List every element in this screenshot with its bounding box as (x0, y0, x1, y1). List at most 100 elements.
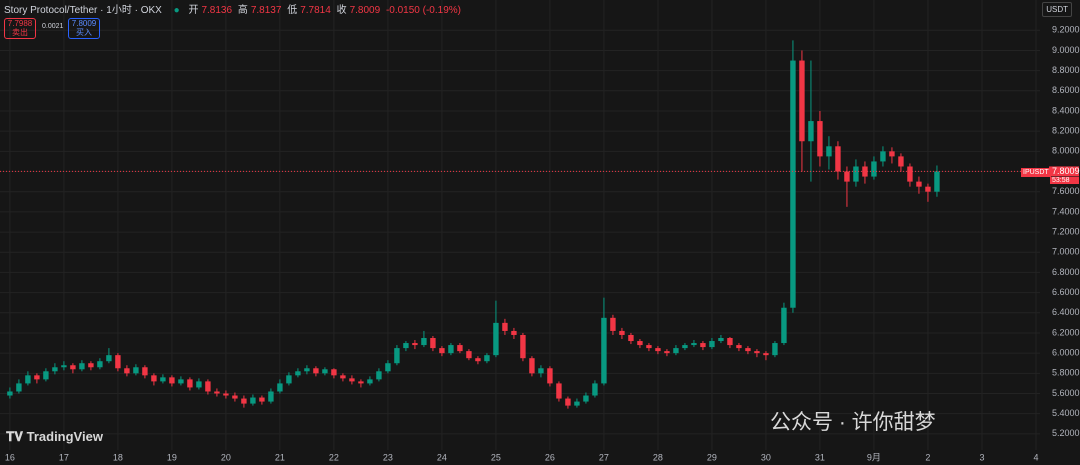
candle-body (934, 171, 940, 192)
candle-body (394, 348, 400, 364)
candle-body (25, 375, 31, 384)
x-tick-label: 22 (329, 452, 339, 462)
candle-body (628, 334, 634, 342)
candle-body (367, 379, 373, 384)
candle-body (115, 355, 121, 369)
candle-body (475, 358, 481, 362)
candle-body (232, 395, 238, 399)
low-label: 低 (287, 5, 298, 16)
last-price-tag (1049, 166, 1079, 177)
candle-body (592, 383, 598, 396)
candle-body (259, 397, 265, 402)
candle-body (7, 391, 13, 396)
countdown: 53:58 (1050, 177, 1079, 184)
logo-text: TradingView (26, 429, 103, 444)
candle-body (754, 351, 760, 354)
candle-body (763, 353, 769, 356)
candle-body (673, 348, 679, 354)
candle-body (493, 322, 499, 356)
candle-body (430, 338, 436, 349)
candle-body (655, 348, 661, 352)
y-tick-label: 8.0000 (1052, 146, 1080, 156)
candle-body (412, 343, 418, 346)
candle-body (907, 166, 913, 182)
candle-body (637, 341, 643, 346)
low-value: 7.7814 (300, 5, 331, 16)
candle-body (547, 368, 553, 384)
candle-body (223, 393, 229, 396)
candle-body (808, 121, 814, 142)
candle-body (790, 60, 796, 308)
candle-body (835, 146, 841, 172)
candle-body (52, 367, 58, 372)
candle-body (178, 379, 184, 384)
candle-body (745, 348, 751, 352)
candle-body (70, 365, 76, 370)
candle-body (403, 343, 409, 349)
logo: 𝐓𝐕 TradingView (6, 429, 103, 444)
candle-body (844, 171, 850, 182)
y-tick-label: 7.0000 (1052, 247, 1080, 257)
candle-body (556, 383, 562, 399)
candle-body (529, 358, 535, 374)
candle-body (196, 381, 202, 388)
candle-body (340, 375, 346, 379)
candle-body (520, 334, 526, 359)
candle-body (97, 361, 103, 368)
x-tick-label: 20 (221, 452, 231, 462)
candle-body (295, 371, 301, 376)
candle-body (88, 363, 94, 368)
x-tick-label: 26 (545, 452, 555, 462)
candle-body (385, 363, 391, 372)
y-tick-label: 9.2000 (1052, 25, 1080, 35)
candle-body (268, 391, 274, 402)
candle-body (664, 351, 670, 354)
candle-body (772, 343, 778, 356)
candle-body (439, 348, 445, 354)
candle-body (538, 368, 544, 374)
buy-button[interactable]: 7.8009 买入 (68, 18, 100, 39)
candle-body (682, 345, 688, 349)
candle-body (160, 377, 166, 382)
candle-body (421, 338, 427, 346)
candle-body (133, 367, 139, 374)
legend: Story Protocol/Tether · 1小时 · OKX ● 开 7.8… (4, 1, 464, 16)
candle-body (142, 367, 148, 376)
candle-body (169, 377, 175, 384)
candle-body (277, 383, 283, 392)
status-dot: ● (173, 5, 180, 16)
symbol[interactable]: Story Protocol/Tether · 1小时 · OKX (4, 5, 162, 16)
currency-select[interactable]: USDT (1042, 2, 1072, 17)
x-tick-label: 18 (113, 452, 123, 462)
candle-body (322, 369, 328, 374)
sell-button[interactable]: 7.7988 卖出 (4, 18, 36, 39)
candle-body (736, 345, 742, 349)
candle-body (691, 343, 697, 346)
candle-body (106, 355, 112, 362)
change: -0.0150 (-0.19%) (385, 5, 461, 16)
candle-body (304, 368, 310, 372)
candle-body (574, 401, 580, 406)
candle-body (241, 398, 247, 404)
candle-body (565, 398, 571, 406)
candle-body (898, 156, 904, 167)
buy-label: 买入 (76, 27, 92, 37)
candle-body (799, 60, 805, 142)
y-tick-label: 9.0000 (1052, 45, 1080, 55)
candle-body (34, 375, 40, 380)
candle-body (358, 381, 364, 384)
candle-body (313, 368, 319, 374)
candle-body (727, 338, 733, 346)
y-tick-label: 8.8000 (1052, 65, 1080, 75)
candle-body (79, 363, 85, 370)
candle-body (448, 345, 454, 354)
x-tick-label: 2 (925, 452, 930, 462)
high-label: 高 (237, 5, 248, 16)
x-tick-label: 9月 (867, 452, 881, 462)
y-tick-label: 6.6000 (1052, 287, 1080, 297)
candle-body (16, 383, 22, 392)
x-tick-label: 31 (815, 452, 825, 462)
x-tick-label: 27 (599, 452, 609, 462)
sell-label: 卖出 (12, 27, 28, 37)
x-tick-label: 17 (59, 452, 69, 462)
